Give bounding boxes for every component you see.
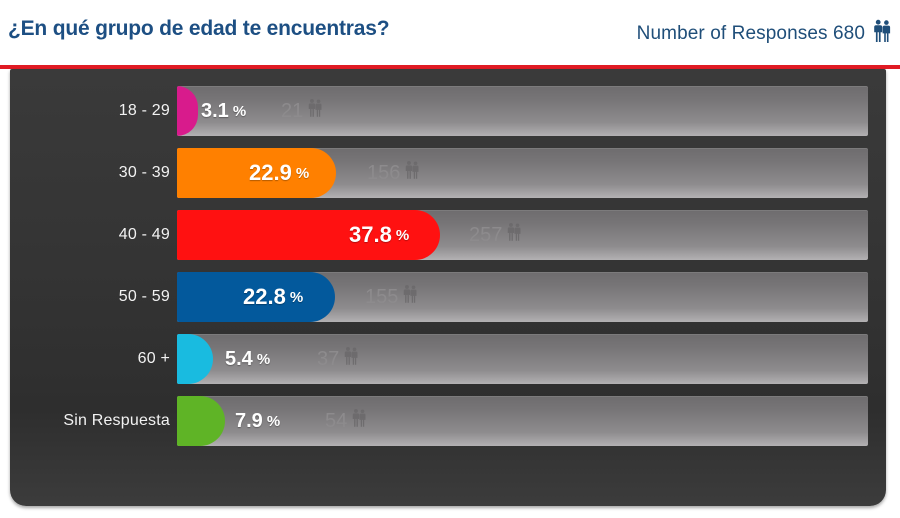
percent-sign: %: [266, 412, 281, 430]
response-count: 156: [367, 148, 420, 198]
response-count-value: 156: [367, 161, 401, 184]
response-count: 21: [281, 86, 323, 136]
row-category-label: 18 - 29: [118, 101, 170, 119]
response-count-value: 257: [469, 223, 503, 246]
chart-panel: 18 - 29 3.1% 21 30 - 39 22.9% 156 40 - 49 37.8%…: [10, 69, 886, 506]
bar-track: 7.9% 54: [177, 396, 868, 446]
bar-track: 37.8% 257: [177, 210, 868, 260]
responses-label: Number of Responses 680: [636, 22, 865, 44]
chart-header: ¿En qué grupo de edad te encuentras? Num…: [0, 0, 900, 65]
response-count-value: 155: [365, 285, 399, 308]
response-count-value: 37: [317, 347, 340, 370]
bar-track: 3.1% 21: [177, 86, 868, 136]
bar-percent-label: 22.8%: [243, 272, 303, 322]
response-count: 155: [365, 272, 418, 322]
page-title: ¿En qué grupo de edad te encuentras?: [8, 17, 390, 40]
value-bar: [177, 334, 213, 384]
chart-row[interactable]: 40 - 49 37.8% 257: [10, 206, 886, 263]
bar-track: 22.8% 155: [177, 272, 868, 322]
bar-percent-value: 7.9: [235, 409, 263, 432]
percent-sign: %: [232, 102, 247, 120]
bar-percent-value: 22.9: [249, 160, 292, 185]
people-icon: [404, 160, 420, 186]
response-count: 54: [325, 396, 367, 446]
people-icon: [872, 19, 892, 48]
bar-percent-value: 37.8: [349, 222, 392, 247]
chart-row[interactable]: 60 + 5.4% 37: [10, 330, 886, 387]
people-icon: [343, 346, 359, 372]
bar-percent-value: 5.4: [225, 347, 253, 370]
value-bar: [177, 148, 336, 198]
value-bar: [177, 86, 198, 136]
bar-percent-label: 5.4%: [225, 334, 270, 384]
people-icon: [351, 408, 367, 434]
responses-summary: Number of Responses 680: [637, 19, 892, 48]
people-icon: [402, 284, 418, 310]
bar-percent-value: 3.1: [201, 99, 229, 122]
value-bar: [177, 210, 440, 260]
response-count-value: 54: [325, 409, 348, 432]
value-bar: [177, 396, 225, 446]
accent-rule: [0, 65, 900, 69]
chart-row[interactable]: 18 - 29 3.1% 21: [10, 82, 886, 139]
chart-row[interactable]: 50 - 59 22.8% 155: [10, 268, 886, 325]
row-category-label: 30 - 39: [118, 163, 170, 181]
people-icon: [307, 98, 323, 124]
people-icon: [506, 222, 522, 248]
response-count: 37: [317, 334, 359, 384]
bar-percent-label: 22.9%: [249, 148, 309, 198]
bar-percent-label: 7.9%: [235, 396, 280, 446]
row-category-label: 60 +: [137, 349, 170, 367]
value-bar: [177, 272, 335, 322]
chart-row[interactable]: Sin Respuesta 7.9% 54: [10, 392, 886, 449]
row-category-label: Sin Respuesta: [63, 411, 170, 429]
response-count: 257: [469, 210, 522, 260]
percent-sign: %: [289, 288, 304, 306]
bar-track: 5.4% 37: [177, 334, 868, 384]
bar-percent-label: 3.1%: [201, 86, 246, 136]
bar-track: 22.9% 156: [177, 148, 868, 198]
bar-percent-label: 37.8%: [349, 210, 409, 260]
row-category-label: 40 - 49: [118, 225, 170, 243]
bar-percent-value: 22.8: [243, 284, 286, 309]
percent-sign: %: [256, 350, 271, 368]
row-category-label: 50 - 59: [118, 287, 170, 305]
percent-sign: %: [295, 164, 310, 182]
percent-sign: %: [395, 226, 410, 244]
response-count-value: 21: [281, 99, 304, 122]
chart-row[interactable]: 30 - 39 22.9% 156: [10, 144, 886, 201]
